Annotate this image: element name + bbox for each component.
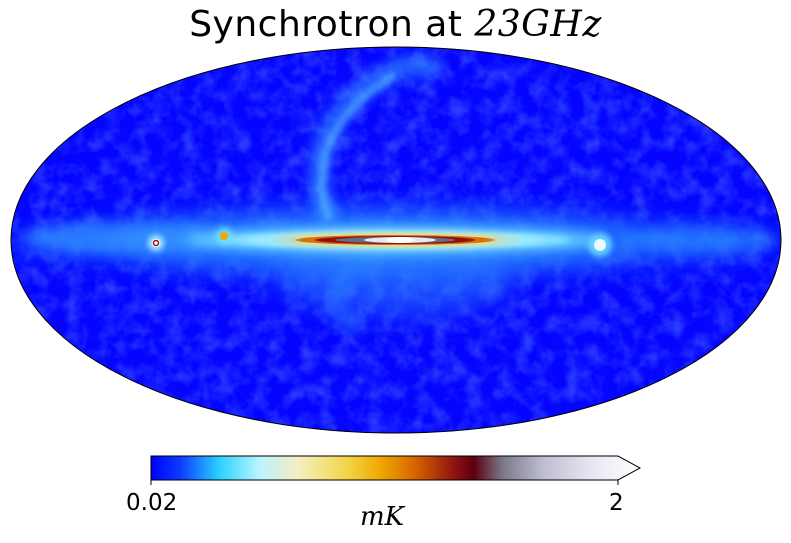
map-border [10,46,782,434]
sky-map [11,47,781,433]
title-frequency: 23GHz [474,4,602,45]
point-source-mid-left [215,227,233,245]
point-source-right [588,233,612,257]
colorbar-max-label: 2 [609,490,624,516]
figure-title: Synchrotron at 23GHz [0,2,791,48]
galactic-plane [185,226,605,254]
colorbar-bar [150,455,642,481]
colorbar-unit-label: mK [359,502,405,532]
colorbar-min-label: 0.02 [126,490,178,516]
title-text: Synchrotron at [189,4,475,45]
colorbar [150,455,642,485]
point-source-left [148,235,164,251]
north-polar-spur [307,54,445,339]
